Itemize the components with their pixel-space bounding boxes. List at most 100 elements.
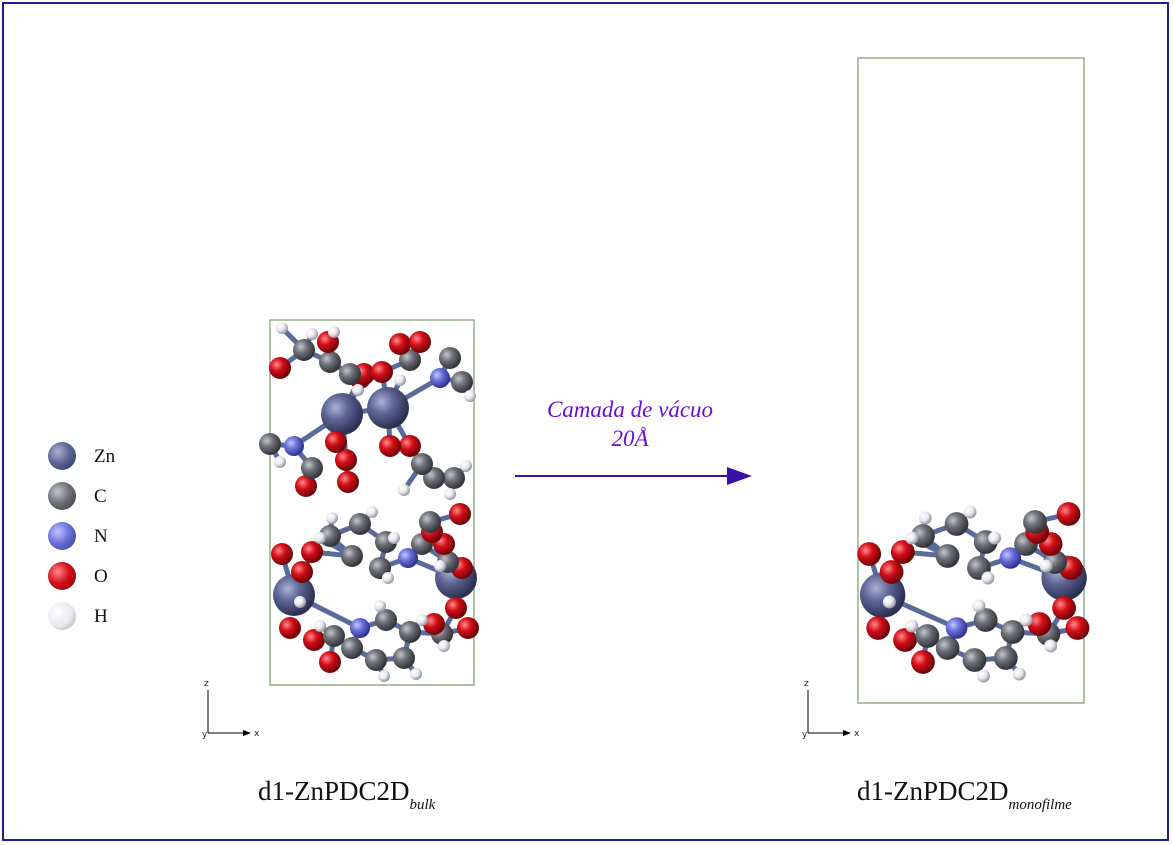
monofilm-caption: d1-ZnPDC2Dmonofilme xyxy=(857,776,1072,814)
legend-item-h: H xyxy=(48,602,168,632)
o-atom xyxy=(409,331,431,353)
h-atom xyxy=(328,326,340,338)
h-atom xyxy=(981,571,995,585)
o-atom xyxy=(325,431,347,453)
h-atom xyxy=(434,560,446,572)
c-atom xyxy=(399,349,421,371)
c-atom xyxy=(399,621,421,643)
o-atom-icon xyxy=(48,562,76,590)
axis-indicator-right: z x y xyxy=(802,679,860,740)
o-atom xyxy=(399,435,421,457)
o-atom xyxy=(911,650,935,674)
h-atom xyxy=(1019,613,1033,627)
h-atom xyxy=(314,620,326,632)
zn-atom-icon xyxy=(48,442,76,470)
c-atom xyxy=(993,646,1018,670)
h-atom xyxy=(388,532,400,544)
c-atom xyxy=(341,545,363,567)
bulk-unit-cell xyxy=(269,319,475,686)
c-atom xyxy=(339,363,361,385)
o-atom xyxy=(303,629,325,651)
h-atom xyxy=(905,531,919,545)
legend-label: H xyxy=(94,606,108,627)
legend-label: N xyxy=(94,526,108,547)
bulk-caption-subscript: bulk xyxy=(409,797,436,813)
o-atom xyxy=(866,616,891,640)
legend-label: O xyxy=(94,566,108,587)
h-atom xyxy=(976,669,990,683)
bulk-caption: d1-ZnPDC2Dbulk xyxy=(258,776,435,814)
c-atom xyxy=(935,636,960,660)
h-atom xyxy=(905,619,919,633)
legend-item-zn: Zn xyxy=(48,442,168,472)
h-atom xyxy=(1044,639,1058,653)
o-atom xyxy=(1056,502,1081,526)
monofilm-caption-subscript: monofilme xyxy=(1008,797,1072,813)
legend-item-c: C xyxy=(48,482,168,512)
c-atom xyxy=(293,339,315,361)
c-atom xyxy=(451,371,473,393)
c-atom xyxy=(1023,510,1047,534)
c-atom xyxy=(375,609,397,631)
o-atom xyxy=(271,543,293,565)
c-atom xyxy=(301,457,323,479)
n-atom xyxy=(945,617,968,639)
c-atom xyxy=(393,647,415,669)
o-atom xyxy=(295,475,317,497)
h-atom xyxy=(352,384,364,396)
monofilm-caption-main: d1-ZnPDC2D xyxy=(857,776,1009,806)
h-atom xyxy=(378,670,390,682)
c-atom xyxy=(911,524,935,548)
c-atom xyxy=(439,347,461,369)
o-atom xyxy=(319,651,341,673)
o-atom xyxy=(890,540,915,564)
h-atom xyxy=(294,596,306,608)
o-atom xyxy=(445,597,467,619)
o-atom xyxy=(279,617,301,639)
legend-item-n: N xyxy=(48,522,168,552)
legend-item-o: O xyxy=(48,562,168,592)
c-atom xyxy=(365,649,387,671)
h-atom xyxy=(464,390,476,402)
c-atom xyxy=(944,512,969,536)
c-atom xyxy=(419,511,441,533)
c-atom xyxy=(973,608,998,632)
axis-z-label: z xyxy=(204,679,209,689)
axis-z-label: z xyxy=(804,679,809,689)
c-atom xyxy=(411,453,433,475)
o-atom xyxy=(389,333,411,355)
c-atom xyxy=(341,637,363,659)
o-atom xyxy=(457,617,479,639)
o-atom xyxy=(1027,612,1052,636)
bulk-molecule xyxy=(259,322,479,682)
axis-indicator-left: z x y xyxy=(202,679,260,740)
n-atom xyxy=(398,548,418,568)
n-atom xyxy=(430,368,450,388)
axis-y-label: y xyxy=(802,730,808,740)
vacuum-label: Camada de vácuo 20Å xyxy=(500,395,760,453)
h-atom xyxy=(314,532,326,544)
h-atom xyxy=(326,512,338,524)
monofilm-unit-cell xyxy=(857,57,1085,704)
c-atom xyxy=(935,544,960,568)
h-atom xyxy=(410,668,422,680)
vacuum-label-line2: 20Å xyxy=(611,426,649,451)
c-atom xyxy=(1000,620,1025,644)
o-atom xyxy=(893,628,917,652)
legend-label: Zn xyxy=(94,446,116,467)
monofilm-molecule xyxy=(857,502,1090,683)
h-atom xyxy=(382,572,394,584)
h-atom xyxy=(1039,559,1053,573)
o-atom xyxy=(269,357,291,379)
c-atom xyxy=(443,467,465,489)
h-atom-icon xyxy=(48,602,76,630)
h-atom xyxy=(398,484,410,496)
c-atom xyxy=(319,351,341,373)
h-atom xyxy=(988,531,1002,545)
o-atom xyxy=(857,542,882,566)
h-atom xyxy=(306,328,318,340)
axis-x-label: x xyxy=(254,729,260,739)
axis-x-label: x xyxy=(854,729,860,739)
zn-atom xyxy=(367,387,409,429)
